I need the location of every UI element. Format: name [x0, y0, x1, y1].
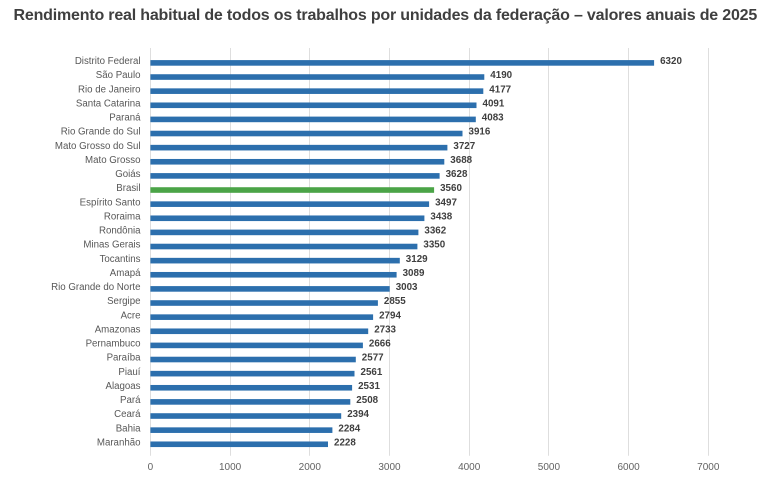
svg-text:Ceará: Ceará [114, 409, 141, 420]
svg-text:Acre: Acre [121, 310, 141, 321]
svg-text:Piauí: Piauí [118, 367, 140, 378]
svg-text:4177: 4177 [489, 84, 511, 95]
svg-text:2855: 2855 [384, 296, 406, 307]
svg-text:4091: 4091 [483, 98, 505, 109]
svg-text:2508: 2508 [356, 395, 378, 406]
svg-text:Mato Grosso do Sul: Mato Grosso do Sul [55, 141, 141, 152]
svg-text:3438: 3438 [430, 211, 452, 222]
svg-text:2794: 2794 [379, 310, 401, 321]
svg-text:Roraima: Roraima [104, 211, 141, 222]
svg-text:Pernambuco: Pernambuco [86, 339, 141, 350]
svg-text:0: 0 [148, 462, 154, 473]
svg-text:2531: 2531 [358, 381, 380, 392]
svg-text:4000: 4000 [458, 462, 481, 473]
svg-text:3129: 3129 [406, 254, 428, 265]
svg-text:3350: 3350 [423, 240, 445, 251]
svg-text:2228: 2228 [334, 437, 356, 448]
svg-text:Bahia: Bahia [116, 423, 141, 434]
svg-text:2561: 2561 [361, 367, 383, 378]
svg-text:Rondônia: Rondônia [99, 226, 141, 237]
svg-text:São Paulo: São Paulo [96, 70, 141, 81]
svg-text:3089: 3089 [403, 268, 425, 279]
svg-text:Brasil: Brasil [116, 183, 140, 194]
svg-text:Paraíba: Paraíba [107, 353, 142, 364]
svg-text:2284: 2284 [338, 423, 360, 434]
svg-text:Tocantins: Tocantins [100, 254, 141, 265]
svg-text:4190: 4190 [490, 70, 512, 81]
svg-text:4083: 4083 [482, 113, 504, 124]
svg-text:Pará: Pará [120, 395, 141, 406]
svg-text:Distrito Federal: Distrito Federal [75, 56, 141, 67]
svg-text:2000: 2000 [299, 462, 322, 473]
svg-text:5000: 5000 [538, 462, 561, 473]
svg-text:3628: 3628 [446, 169, 468, 180]
svg-text:Maranhão: Maranhão [97, 437, 141, 448]
svg-text:3497: 3497 [435, 197, 457, 208]
svg-text:3727: 3727 [453, 141, 475, 152]
svg-text:2577: 2577 [362, 353, 384, 364]
svg-text:2666: 2666 [369, 339, 391, 350]
svg-text:Rio Grande do Sul: Rio Grande do Sul [61, 127, 141, 138]
svg-text:3916: 3916 [469, 127, 491, 138]
svg-text:Minas Gerais: Minas Gerais [83, 240, 140, 251]
svg-text:6320: 6320 [660, 56, 682, 67]
svg-text:3560: 3560 [440, 183, 462, 194]
svg-text:Espírito Santo: Espírito Santo [80, 197, 141, 208]
svg-text:2733: 2733 [374, 324, 396, 335]
svg-text:3000: 3000 [378, 462, 401, 473]
svg-text:3362: 3362 [424, 226, 446, 237]
svg-text:Paraná: Paraná [109, 113, 141, 124]
svg-text:Amazonas: Amazonas [95, 324, 141, 335]
svg-text:Mato Grosso: Mato Grosso [85, 155, 140, 166]
svg-text:3688: 3688 [450, 155, 472, 166]
svg-text:6000: 6000 [617, 462, 640, 473]
svg-text:7000: 7000 [697, 462, 720, 473]
svg-text:Sergipe: Sergipe [107, 296, 140, 307]
svg-text:Goiás: Goiás [115, 169, 140, 180]
svg-text:Rio Grande do Norte: Rio Grande do Norte [51, 282, 140, 293]
svg-text:Santa Catarina: Santa Catarina [76, 98, 141, 109]
svg-text:Amapá: Amapá [110, 268, 141, 279]
svg-text:2394: 2394 [347, 409, 369, 420]
svg-text:Alagoas: Alagoas [105, 381, 140, 392]
svg-text:3003: 3003 [396, 282, 418, 293]
svg-text:1000: 1000 [219, 462, 242, 473]
svg-text:Rio de Janeiro: Rio de Janeiro [78, 84, 140, 95]
